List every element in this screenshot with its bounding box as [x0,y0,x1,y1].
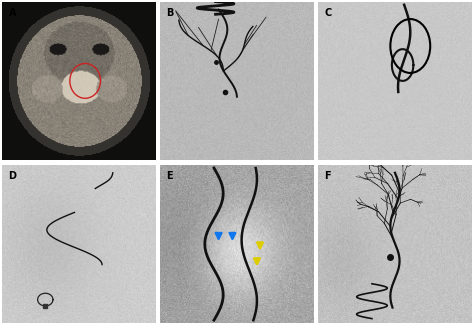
Text: C: C [324,8,332,18]
Text: E: E [166,171,173,181]
Text: B: B [166,8,174,18]
Text: D: D [9,171,17,181]
Text: A: A [9,8,16,18]
Text: F: F [324,171,331,181]
